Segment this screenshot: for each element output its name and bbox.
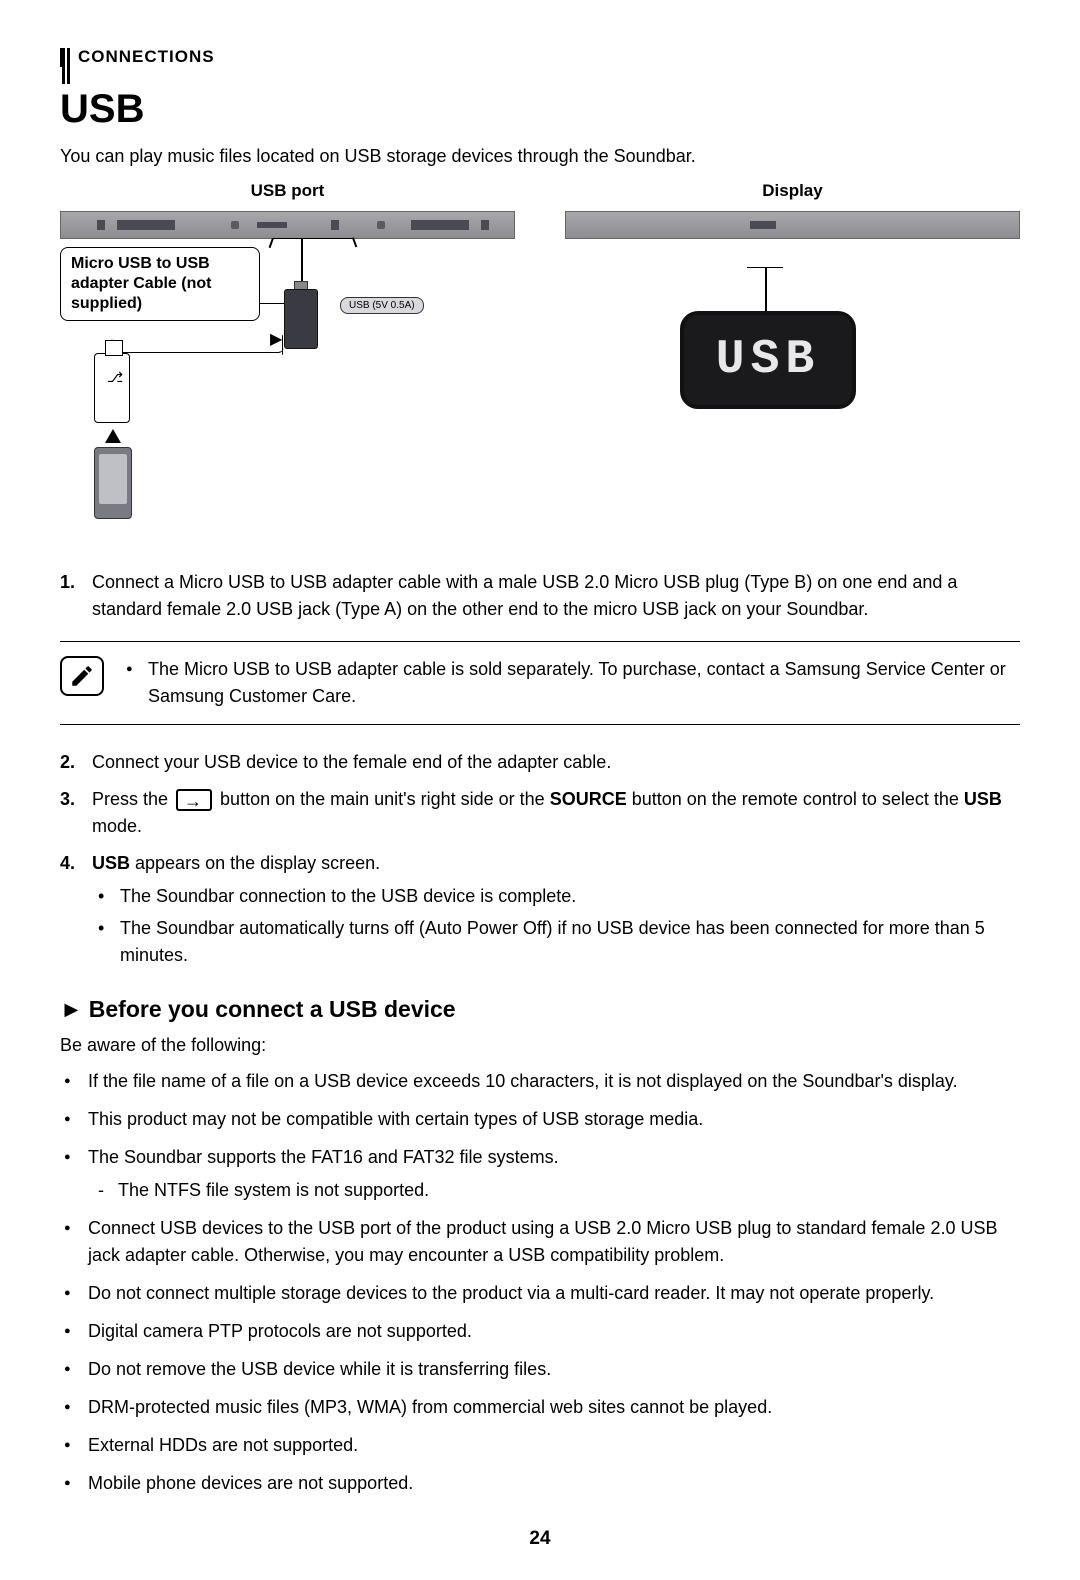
triangle-icon: ► [60,996,83,1022]
step-3: 3. Press the button on the main unit's r… [60,786,1020,840]
diagram-caption-left: USB port [60,181,515,201]
callout-adapter-cable: Micro USB to USB adapter Cable (not supp… [60,247,260,321]
step-2: 2. Connect your USB device to the female… [60,749,1020,776]
sub-heading: ►Before you connect a USB device [60,996,1020,1023]
usb-flash-drive-icon [94,353,130,423]
step-text: Connect a Micro USB to USB adapter cable… [92,569,1020,623]
warning-list: If the file name of a file on a USB devi… [60,1068,1020,1497]
step-number: 2. [60,749,92,776]
step-1: 1. Connect a Micro USB to USB adapter ca… [60,569,1020,623]
step-number: 3. [60,786,92,840]
t: button on the main unit's right side or … [215,789,550,809]
arrow-icon: ▶ [270,329,282,349]
bullet-mobile: Mobile phone devices are not supported. [60,1470,1020,1497]
lead-text: Be aware of the following: [60,1035,1020,1056]
page-title: USB [60,87,1020,132]
step-number: 1. [60,569,92,623]
bullet-compat: This product may not be compatible with … [60,1106,1020,1133]
callout-line-icon [765,267,767,313]
diagram-usb-port: USB port Micro USB to USB adapter Cable … [60,181,515,539]
usb-label: USB [92,853,130,873]
note-pencil-icon [60,656,104,696]
soundbar-display-illustration [565,211,1020,239]
t: mode. [92,816,142,836]
arrow-up-icon [105,429,121,443]
soundbar-display-panel: USB [680,311,856,409]
t: button on the remote control to select t… [627,789,964,809]
bullet-ptp: Digital camera PTP protocols are not sup… [60,1318,1020,1345]
source-label: SOURCE [550,789,627,809]
t: The Soundbar supports the FAT16 and FAT3… [88,1147,559,1167]
source-button-icon [176,789,212,811]
mobile-device-icon [94,447,132,519]
note-text: The Micro USB to USB adapter cable is so… [126,656,1020,710]
step-4-sub-2: The Soundbar automatically turns off (Au… [92,915,1020,971]
display-readout: USB [716,333,820,387]
bullet-fat: The Soundbar supports the FAT16 and FAT3… [60,1144,1020,1204]
diagram-row: USB port Micro USB to USB adapter Cable … [60,181,1020,539]
t: Press the [92,789,173,809]
step-text: Connect your USB device to the female en… [92,749,1020,776]
usb-port-rating-label: USB (5V 0.5A) [340,297,424,314]
note-block: The Micro USB to USB adapter cable is so… [60,641,1020,725]
bullet-ntfs: The NTFS file system is not supported. [88,1177,1020,1204]
step-4-sub-1: The Soundbar connection to the USB devic… [92,883,1020,911]
step-list-cont: 2. Connect your USB device to the female… [60,749,1020,975]
step-4: 4. USB appears on the display screen. Th… [60,850,1020,975]
t: appears on the display screen. [130,853,380,873]
step-text: USB appears on the display screen. The S… [92,850,1020,975]
diagram-display: Display USB [565,181,1020,539]
soundbar-illustration [60,211,515,239]
section-label: CONNECTIONS [60,48,1020,67]
step-list: 1. Connect a Micro USB to USB adapter ca… [60,569,1020,623]
usb-adapter-icon [284,289,318,349]
sub-heading-text: Before you connect a USB device [89,996,456,1022]
usb-label: USB [964,789,1002,809]
diagram-caption-right: Display [565,181,1020,201]
bullet-filename-limit: If the file name of a file on a USB devi… [60,1068,1020,1095]
page-number: 24 [0,1528,1080,1550]
bullet-multicard: Do not connect multiple storage devices … [60,1280,1020,1307]
step-number: 4. [60,850,92,975]
intro-text: You can play music files located on USB … [60,146,1020,167]
usb-symbol-icon: ⎇ [107,369,123,386]
step-text: Press the button on the main unit's righ… [92,786,1020,840]
bullet-drm: DRM-protected music files (MP3, WMA) fro… [60,1394,1020,1421]
bullet-transfer: Do not remove the USB device while it is… [60,1356,1020,1383]
header-tab-marker [62,48,70,84]
bullet-cable: Connect USB devices to the USB port of t… [60,1215,1020,1269]
bullet-hdd: External HDDs are not supported. [60,1432,1020,1459]
